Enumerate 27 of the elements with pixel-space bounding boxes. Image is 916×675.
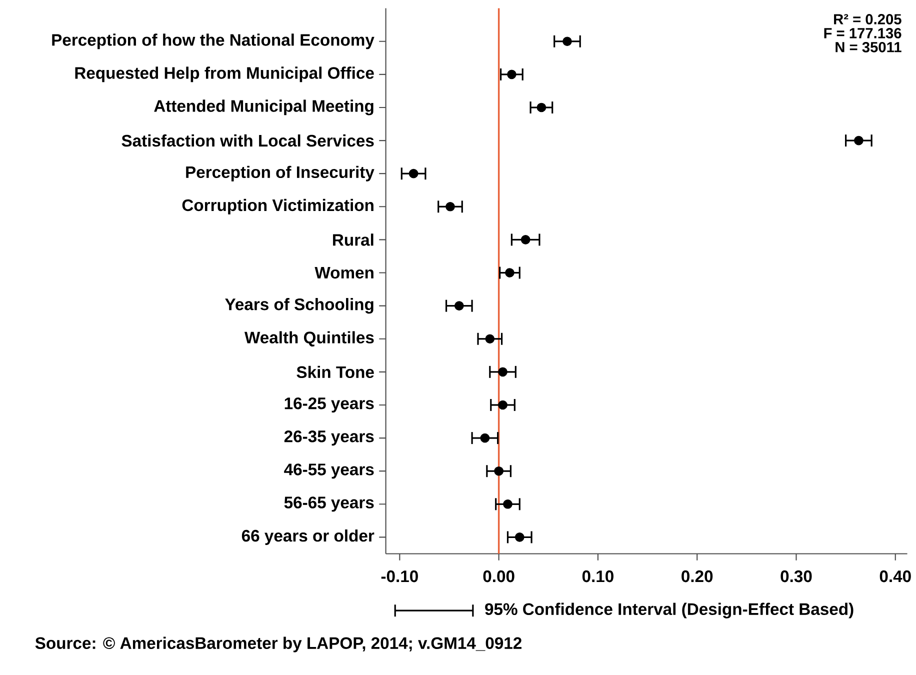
- y-tick-label: 56-65 years: [284, 496, 374, 512]
- y-tick-label: 46-55 years: [284, 463, 374, 478]
- source-note: Source: © AmericasBarometer by LAPOP, 2014; v.GM14_0912: [35, 636, 522, 652]
- annotation: N = 35011: [836, 42, 902, 52]
- y-tick-label: Women: [314, 266, 374, 278]
- y-tick-label: 66 years or older: [242, 529, 374, 545]
- y-tick-label: Corruption Victimization: [182, 198, 374, 214]
- y-tick-label: Requested Help from Municipal Office: [75, 66, 374, 82]
- x-tick-label: 0.00: [483, 570, 514, 582]
- annotation: R² = 0.205: [834, 14, 902, 24]
- y-tick-label: Satisfaction with Local Services: [122, 134, 374, 146]
- y-tick-label: Rural: [333, 233, 374, 246]
- x-tick-label: -0.10: [381, 570, 418, 582]
- y-tick-label: Skin Tone: [296, 366, 374, 378]
- x-tick-label: 0.40: [880, 570, 911, 582]
- y-tick-label: Perception of how the National Economy: [52, 33, 374, 49]
- y-tick-label: Wealth Quintiles: [244, 330, 374, 346]
- x-tick-label: 0.10: [582, 570, 614, 582]
- x-tick-label: 0.20: [682, 570, 713, 582]
- y-tick-label: Attended Municipal Meeting: [154, 99, 374, 116]
- y-tick-label: Perception of Insecurity: [186, 166, 374, 182]
- legend-label: 95% Confidence Interval (Design-Effect Based): [485, 602, 854, 618]
- annotation: F = 177.136: [824, 28, 902, 38]
- y-tick-label: Years of Schooling: [225, 298, 374, 314]
- x-tick-label: 0.30: [780, 570, 812, 582]
- y-tick-label: 26-35 years: [284, 430, 374, 446]
- y-tick-label: 16-25 years: [284, 397, 374, 412]
